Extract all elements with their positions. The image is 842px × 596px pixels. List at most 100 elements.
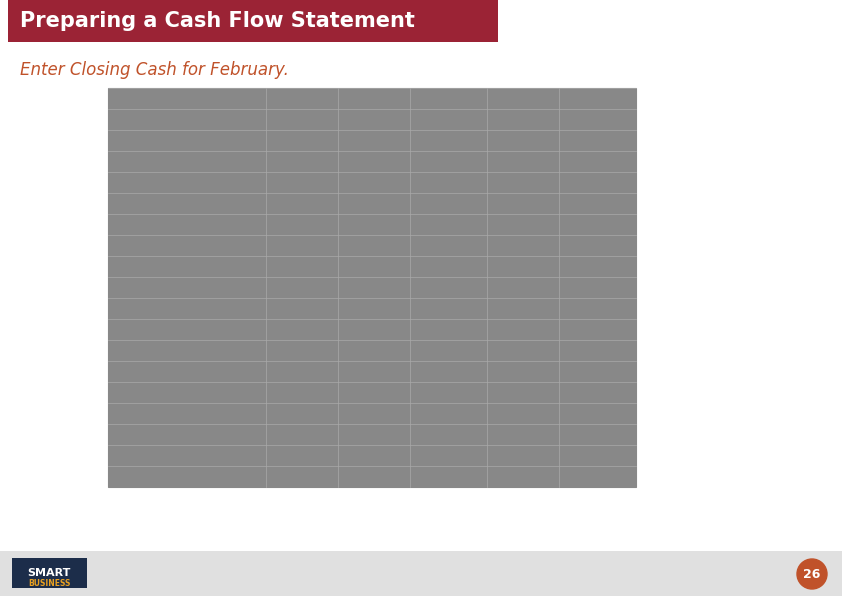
Text: 1,800: 1,800 [450,260,483,273]
Text: Enter Closing Cash for February.: Enter Closing Cash for February. [20,61,289,79]
Bar [108,193,636,214]
Text: 790: 790 [610,365,632,378]
Text: 180: 180 [312,302,334,315]
Text: 790: 790 [384,365,406,378]
Text: Preparing a Cash Flow Statement: Preparing a Cash Flow Statement [20,11,415,31]
Text: 62,800: 62,800 [591,218,632,231]
Bar [108,256,636,277]
Bar [108,403,636,424]
Text: 10,000: 10,000 [442,155,483,168]
Bar [108,340,636,361]
Text: 1,800: 1,800 [373,260,406,273]
Bar [108,235,636,256]
Text: Telephone: Telephone [113,302,173,315]
Text: 400: 400 [610,302,632,315]
Text: CLOSING CASH: CLOSING CASH [113,449,212,462]
Text: 220: 220 [461,302,483,315]
Text: 840: 840 [610,344,632,357]
Bar [108,214,636,235]
Text: 10,000: 10,000 [591,155,632,168]
Text: 150: 150 [533,323,555,336]
Text: Motor expenses: Motor expenses [113,323,206,336]
Text: 83,580: 83,580 [586,386,632,399]
Text: Materials: Materials [113,218,168,231]
Text: Electricity: Electricity [113,281,172,294]
Text: TOTAL RECEIPTS: TOTAL RECEIPTS [113,176,222,189]
Text: 4,500: 4,500 [594,428,632,441]
Text: TOTAL PAYMENTS: TOTAL PAYMENTS [113,386,229,399]
Text: 300: 300 [533,281,555,294]
Text: 210: 210 [461,344,483,357]
Text: 150: 150 [384,323,406,336]
Text: 20,900: 20,900 [289,176,334,189]
Text: Jan: Jan [313,92,334,105]
Text: 10,560: 10,560 [289,449,334,462]
Text: Apr: Apr [531,92,555,105]
Text: 20,360: 20,360 [360,449,406,462]
Text: 950: 950 [461,323,483,336]
Text: Insurance: Insurance [113,365,171,378]
Text: 23,020: 23,020 [587,407,632,420]
Text: 27,000: 27,000 [360,176,406,189]
Text: 24,200: 24,200 [509,176,555,189]
Text: 106,600: 106,600 [578,176,632,189]
Text: OPENING CASH: OPENING CASH [113,428,214,441]
Text: Government grant: Government grant [113,155,222,168]
Text: 14,840: 14,840 [288,386,334,399]
Bar [108,361,636,382]
Bar [108,277,636,298]
Text: 9,800: 9,800 [369,407,406,420]
Text: 6,060: 6,060 [296,407,334,420]
Text: 1,400: 1,400 [599,323,632,336]
Text: 4,500: 4,500 [296,428,334,441]
Text: 14,000: 14,000 [365,218,406,231]
Text: Computer system: Computer system [113,239,218,252]
Text: 210: 210 [312,344,334,357]
Text: 34,500: 34,500 [438,176,483,189]
Text: SMART: SMART [27,568,71,578]
Text: 10,560: 10,560 [360,428,406,441]
Text: BUSINESS: BUSINESS [28,579,70,588]
Text: 15,800: 15,800 [442,218,483,231]
Text: Wages: Wages [113,260,152,273]
Text: 9,600: 9,600 [599,239,632,252]
Text: 24,500: 24,500 [442,134,483,147]
Bar [108,445,636,466]
Text: 15,520: 15,520 [438,407,483,420]
Bar [108,130,636,151]
Text: PAYMENTS: PAYMENTS [113,197,184,210]
Circle shape [797,559,827,589]
Text: Mar: Mar [457,92,483,105]
Text: 550: 550 [610,281,632,294]
Text: 20,900: 20,900 [293,134,334,147]
Text: Details: Details [113,92,159,105]
Bar [108,424,636,445]
Bar [0,551,842,596]
Text: 18,980: 18,980 [437,386,483,399]
Bar [108,172,636,193]
Text: RECEIPTS: RECEIPTS [113,113,177,126]
Text: 210: 210 [384,344,406,357]
Text: 24,200: 24,200 [514,134,555,147]
Text: 20,500: 20,500 [514,218,555,231]
Bar [108,298,636,319]
Bar [108,109,636,130]
Bar [108,319,636,340]
Text: 32,560: 32,560 [509,386,555,399]
Text: 27,000: 27,000 [365,134,406,147]
Text: 1,800: 1,800 [522,260,555,273]
Text: 7,200: 7,200 [599,260,632,273]
Text: 1,800: 1,800 [301,260,334,273]
Bar [108,88,636,109]
Text: Advertising: Advertising [113,344,180,357]
Text: Sales: Sales [113,134,144,147]
Text: –8,360: –8,360 [512,407,555,420]
Bar [108,88,636,487]
Text: 210: 210 [533,344,555,357]
Bar [108,382,636,403]
Text: 26: 26 [803,567,821,581]
FancyBboxPatch shape [8,0,498,42]
Text: 9,600: 9,600 [521,239,555,252]
Text: Feb: Feb [382,92,406,105]
Bar [108,151,636,172]
